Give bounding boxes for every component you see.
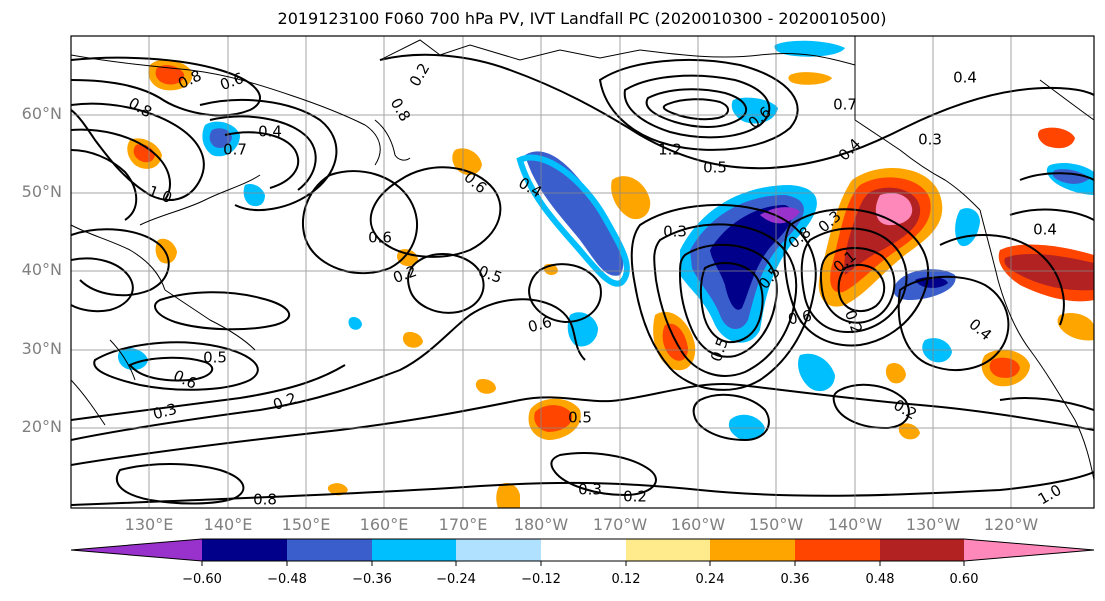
colorbar-swatch	[626, 539, 710, 561]
positive-anomaly-patch	[155, 65, 185, 85]
lat-label-60n: 60°N	[21, 104, 62, 123]
contour-label: 0.5	[568, 409, 592, 427]
negative-anomaly-patch	[760, 207, 800, 224]
lon-label-180w: 180°W	[513, 515, 569, 534]
colorbar-tick-label: −0.48	[267, 572, 307, 587]
contour-label: 0.4	[258, 123, 282, 141]
contour-label: 0.5	[703, 159, 727, 177]
colorbar-tick-label: −0.36	[352, 572, 392, 587]
colorbar-swatch	[541, 539, 626, 561]
positive-anomaly-patch	[1057, 313, 1094, 341]
colorbar-tick-label: −0.24	[436, 572, 476, 587]
contour-label: 0.6	[526, 313, 554, 337]
contour-label: 1.2	[658, 141, 682, 159]
contour-label: 0.6	[368, 229, 392, 247]
lon-label-170e: 170°E	[438, 515, 488, 534]
negative-anomaly-patch	[348, 316, 362, 330]
lon-label-160w: 160°W	[670, 515, 726, 534]
contour-label: 0.7	[223, 141, 247, 159]
positive-anomaly-patch	[788, 72, 832, 85]
contour-label: 0.6	[787, 307, 814, 329]
lat-label-30n: 30°N	[21, 339, 62, 358]
lon-label-150e: 150°E	[281, 515, 331, 534]
positive-anomaly-patch	[475, 379, 496, 394]
positive-anomaly-patch	[534, 405, 573, 432]
colorbar-swatch	[202, 539, 287, 561]
contour-label: 0.4	[953, 69, 977, 87]
colorbar-tick-label: 0.36	[780, 572, 810, 587]
pv-contour-layer	[71, 53, 1094, 506]
colorbar-tick-label: 0.48	[865, 572, 895, 587]
lon-label-140w: 140°W	[827, 515, 883, 534]
positive-anomaly-patch	[496, 483, 520, 508]
colorbar-tick-label: 0.24	[695, 572, 725, 587]
positive-anomaly-patch	[885, 363, 906, 384]
negative-anomaly-patch	[710, 205, 793, 310]
colorbar-swatch	[710, 539, 795, 561]
colorbar-tick-label: −0.12	[521, 572, 561, 587]
negative-anomaly-patch	[243, 184, 265, 207]
contour-label: 0.5	[203, 349, 227, 367]
contour-label: 0.7	[833, 96, 857, 114]
positive-anomaly-patch	[898, 423, 920, 440]
negative-anomaly-patch	[774, 40, 845, 57]
lat-label-20n: 20°N	[21, 417, 62, 436]
figure-title: 2019123100 F060 700 hPa PV, IVT Landfall…	[277, 9, 887, 28]
positive-anomaly-patch	[402, 332, 423, 348]
map-frame	[70, 35, 1095, 509]
contour-label: 0.8	[253, 491, 277, 509]
lon-label-130w: 130°W	[905, 515, 961, 534]
lon-label-130e: 130°E	[124, 515, 174, 534]
colorbar-extend-low	[71, 539, 202, 561]
contour-label: 0.3	[663, 223, 687, 241]
negative-anomaly-patch	[117, 348, 148, 370]
lat-label-50n: 50°N	[21, 182, 62, 201]
colorbar-swatch	[456, 539, 541, 561]
lat-label-40n: 40°N	[21, 260, 62, 279]
negative-anomaly-patch	[525, 151, 624, 276]
colorbar-tick-label: 0.12	[611, 572, 641, 587]
lon-label-140e: 140°E	[203, 515, 253, 534]
contour-label: 0.3	[151, 400, 179, 424]
contour-label: 0.3	[918, 131, 942, 149]
positive-anomaly-patch	[327, 483, 348, 496]
positive-anomaly-patch	[989, 357, 1020, 378]
colorbar-swatch	[372, 539, 456, 561]
lon-label-170w: 170°W	[592, 515, 648, 534]
colorbar-swatch	[287, 539, 372, 561]
contour-label: 0.2	[623, 488, 647, 506]
negative-anomaly-patch	[798, 353, 835, 392]
colorbar-swatch	[795, 539, 880, 561]
contour-label: 0.3	[578, 481, 602, 499]
positive-anomaly-patch	[1004, 253, 1094, 291]
colorbar	[70, 538, 1095, 566]
graticule	[71, 36, 1094, 508]
positive-anomaly-patch	[611, 176, 651, 220]
contour-label: 0.4	[1033, 221, 1057, 239]
colorbar-tick-label: 0.60	[949, 572, 979, 587]
negative-anomaly-patch	[209, 128, 232, 148]
negative-anomaly-patch	[516, 154, 630, 287]
shaded-anomaly-layer	[117, 40, 1094, 508]
lon-label-150w: 150°W	[748, 515, 804, 534]
colorbar-extend-high	[964, 539, 1094, 561]
positive-anomaly-patch	[1037, 127, 1075, 149]
colorbar-swatch	[880, 539, 964, 561]
coastlines	[71, 36, 1094, 481]
lon-label-160e: 160°E	[359, 515, 409, 534]
lon-label-120w: 120°W	[983, 515, 1039, 534]
colorbar-tick-label: −0.60	[182, 572, 222, 587]
